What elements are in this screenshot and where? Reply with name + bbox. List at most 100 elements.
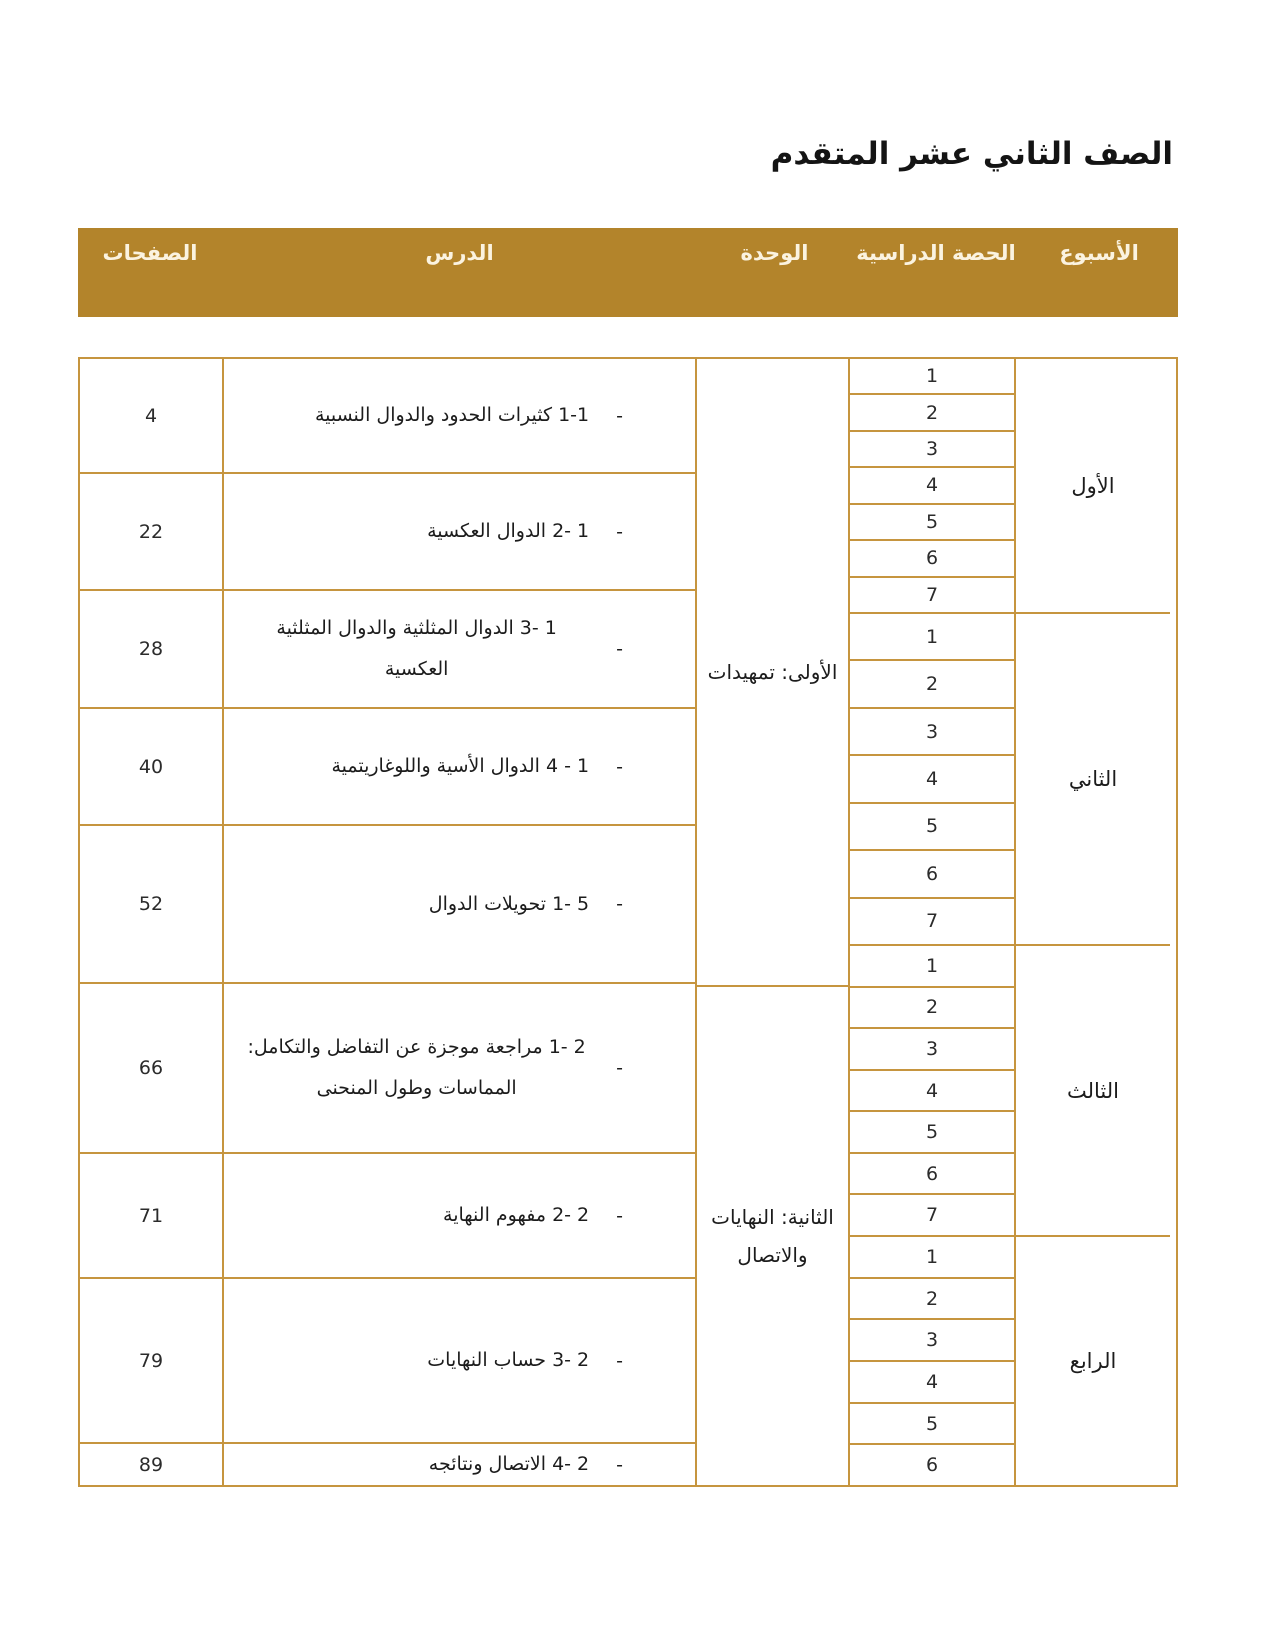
session-cell: 2	[850, 393, 1014, 429]
session-cell: 2	[850, 985, 1014, 1028]
lesson-row: - 2- 1 الدوال العكسية	[224, 472, 695, 589]
session-cell: 5	[850, 1401, 1014, 1444]
session-cell: 4	[850, 1360, 1014, 1402]
lesson-text: 1-1 كثيرات الحدود والدوال النسبية	[315, 395, 589, 436]
lesson-number: 2- 2	[552, 1204, 590, 1227]
session-cell: 7	[850, 575, 1014, 612]
lesson-number: 3- 2	[552, 1349, 590, 1372]
lesson-text: 4- 2 الاتصال ونتائجه	[429, 1444, 589, 1485]
week-cell: الأول	[1071, 473, 1115, 498]
lesson-row: - 3- 2 حساب النهايات	[224, 1277, 695, 1442]
lesson-text: 3- 2 حساب النهايات	[427, 1340, 589, 1381]
lesson-text: 1- 5 تحويلات الدوال	[429, 884, 589, 925]
session-cell: 2	[850, 1276, 1014, 1319]
lesson-row: - 4 - 1 الدوال الأسية واللوغاريتمية	[224, 707, 695, 824]
session-cell: 7	[850, 1193, 1014, 1235]
pages-cell: 28	[80, 589, 222, 707]
lesson-number: 4 - 1	[546, 755, 590, 778]
week-column: الأول الثاني الثالث الرابع	[1014, 359, 1170, 1485]
column-header-pages: الصفحات	[102, 241, 198, 265]
session-cell: 2	[850, 659, 1014, 706]
lesson-title: الدوال الأسية واللوغاريتمية	[331, 755, 547, 778]
column-header-week: الأسبوع	[1059, 241, 1139, 265]
lesson-text: 2- 2 مفهوم النهاية	[443, 1195, 589, 1236]
session-cell: 1	[925, 365, 939, 388]
lesson-title: كثيرات الحدود والدوال النسبية	[314, 404, 559, 427]
unit-column: الأولى: تمهيدات الثانية: النهايات والاتصا…	[695, 359, 848, 1485]
lesson-bullet: -	[616, 404, 623, 427]
lesson-number: 1- 2	[548, 1036, 586, 1059]
lesson-row: - 1- 2 مراجعة موجزة عن التفاضل والتكامل: …	[224, 982, 695, 1152]
pages-cell: 71	[80, 1152, 222, 1277]
session-cell: 6	[850, 1151, 1014, 1194]
pages-cell: 4	[144, 404, 158, 427]
column-header-session: الحصة الدراسية	[856, 241, 1016, 265]
lesson-number: 1- 5	[552, 892, 590, 915]
lesson-text: 4 - 1 الدوال الأسية واللوغاريتمية	[331, 746, 589, 787]
session-cell: 6	[850, 1443, 1014, 1485]
pages-cell: 22	[80, 472, 222, 589]
pages-cell: 66	[80, 982, 222, 1152]
lesson-title: مفهوم النهاية	[443, 1204, 553, 1227]
session-cell: 3	[850, 429, 1014, 466]
session-cell: 4	[850, 754, 1014, 801]
session-cell: 3	[850, 1318, 1014, 1360]
lesson-bullet: -	[616, 893, 623, 915]
lesson-row: - 1-1 كثيرات الحدود والدوال النسبية	[224, 359, 695, 472]
lesson-bullet: -	[616, 1204, 623, 1227]
lesson-bullet: -	[616, 755, 623, 778]
column-header-lesson: الدرس	[425, 241, 494, 265]
session-cell: 5	[850, 801, 1014, 849]
pages-cell: 79	[80, 1277, 222, 1442]
lesson-row: - 3- 1 الدوال المثلثية والدوال المثلثية ا…	[224, 589, 695, 707]
lesson-title: حساب النهايات	[427, 1349, 553, 1372]
lesson-row: - 2- 2 مفهوم النهاية	[224, 1152, 695, 1277]
lesson-title: مراجعة موجزة عن التفاضل والتكامل: المماس…	[247, 1036, 549, 1099]
lesson-row: - 1- 5 تحويلات الدوال	[224, 824, 695, 982]
session-cell: 1	[925, 625, 939, 648]
unit-cell: الأولى: تمهيدات	[707, 660, 838, 684]
week-cell: الثالث	[1016, 944, 1170, 1235]
table-header-bar: الصفحات الدرس الوحدة الحصة الدراسية الأس…	[78, 228, 1178, 317]
lesson-bullet: -	[616, 520, 623, 543]
lesson-title: الاتصال ونتائجه	[428, 1453, 553, 1476]
session-cell: 5	[850, 1110, 1014, 1152]
pages-cell: 40	[80, 707, 222, 824]
pages-cell: 89	[80, 1442, 222, 1485]
lesson-bullet: -	[616, 1349, 623, 1372]
lesson-number: 4- 2	[552, 1453, 590, 1476]
pages-cell: 52	[80, 824, 222, 982]
lesson-bullet: -	[616, 1453, 623, 1476]
lesson-column: - 1-1 كثيرات الحدود والدوال النسبية - 2- 1 …	[222, 359, 695, 1485]
session-cell: 6	[850, 539, 1014, 575]
curriculum-table: 4 22 28 40 52 66 71 79 89 -1-1 كثيرات الحدود وال…	[78, 357, 1178, 1487]
session-cell: 5	[850, 502, 1014, 539]
lesson-row: - 4- 2 الاتصال ونتائجه	[224, 1442, 695, 1485]
session-cell: 4	[850, 466, 1014, 502]
session-cell: 3	[850, 1027, 1014, 1069]
lesson-bullet: -	[616, 1057, 623, 1079]
session-cell: 1	[925, 954, 939, 977]
lesson-text: 1- 2 مراجعة موجزة عن التفاضل والتكامل: ا…	[244, 1027, 589, 1109]
lesson-bullet: -	[616, 638, 623, 660]
week-cell: الثاني	[1016, 612, 1170, 944]
page-title: الصف الثاني عشر المتقدم	[770, 136, 1174, 172]
session-cell: 7	[850, 896, 1014, 944]
week-cell: الرابع	[1016, 1235, 1170, 1485]
lesson-text: 2- 1 الدوال العكسية	[427, 511, 589, 552]
lesson-number: 1-1	[558, 404, 590, 427]
session-cell: 6	[850, 849, 1014, 896]
lesson-title: الدوال العكسية	[427, 520, 553, 543]
lesson-title: الدوال المثلثية والدوال المثلثية العكسية	[276, 617, 520, 680]
column-header-unit: الوحدة	[740, 241, 809, 265]
lesson-title: تحويلات الدوال	[428, 892, 553, 915]
pages-column: 4 22 28 40 52 66 71 79 89	[80, 359, 222, 1485]
session-cell: 4	[850, 1068, 1014, 1111]
session-cell: 3	[850, 706, 1014, 754]
unit-cell: الثانية: النهايات والاتصال	[697, 985, 848, 1485]
